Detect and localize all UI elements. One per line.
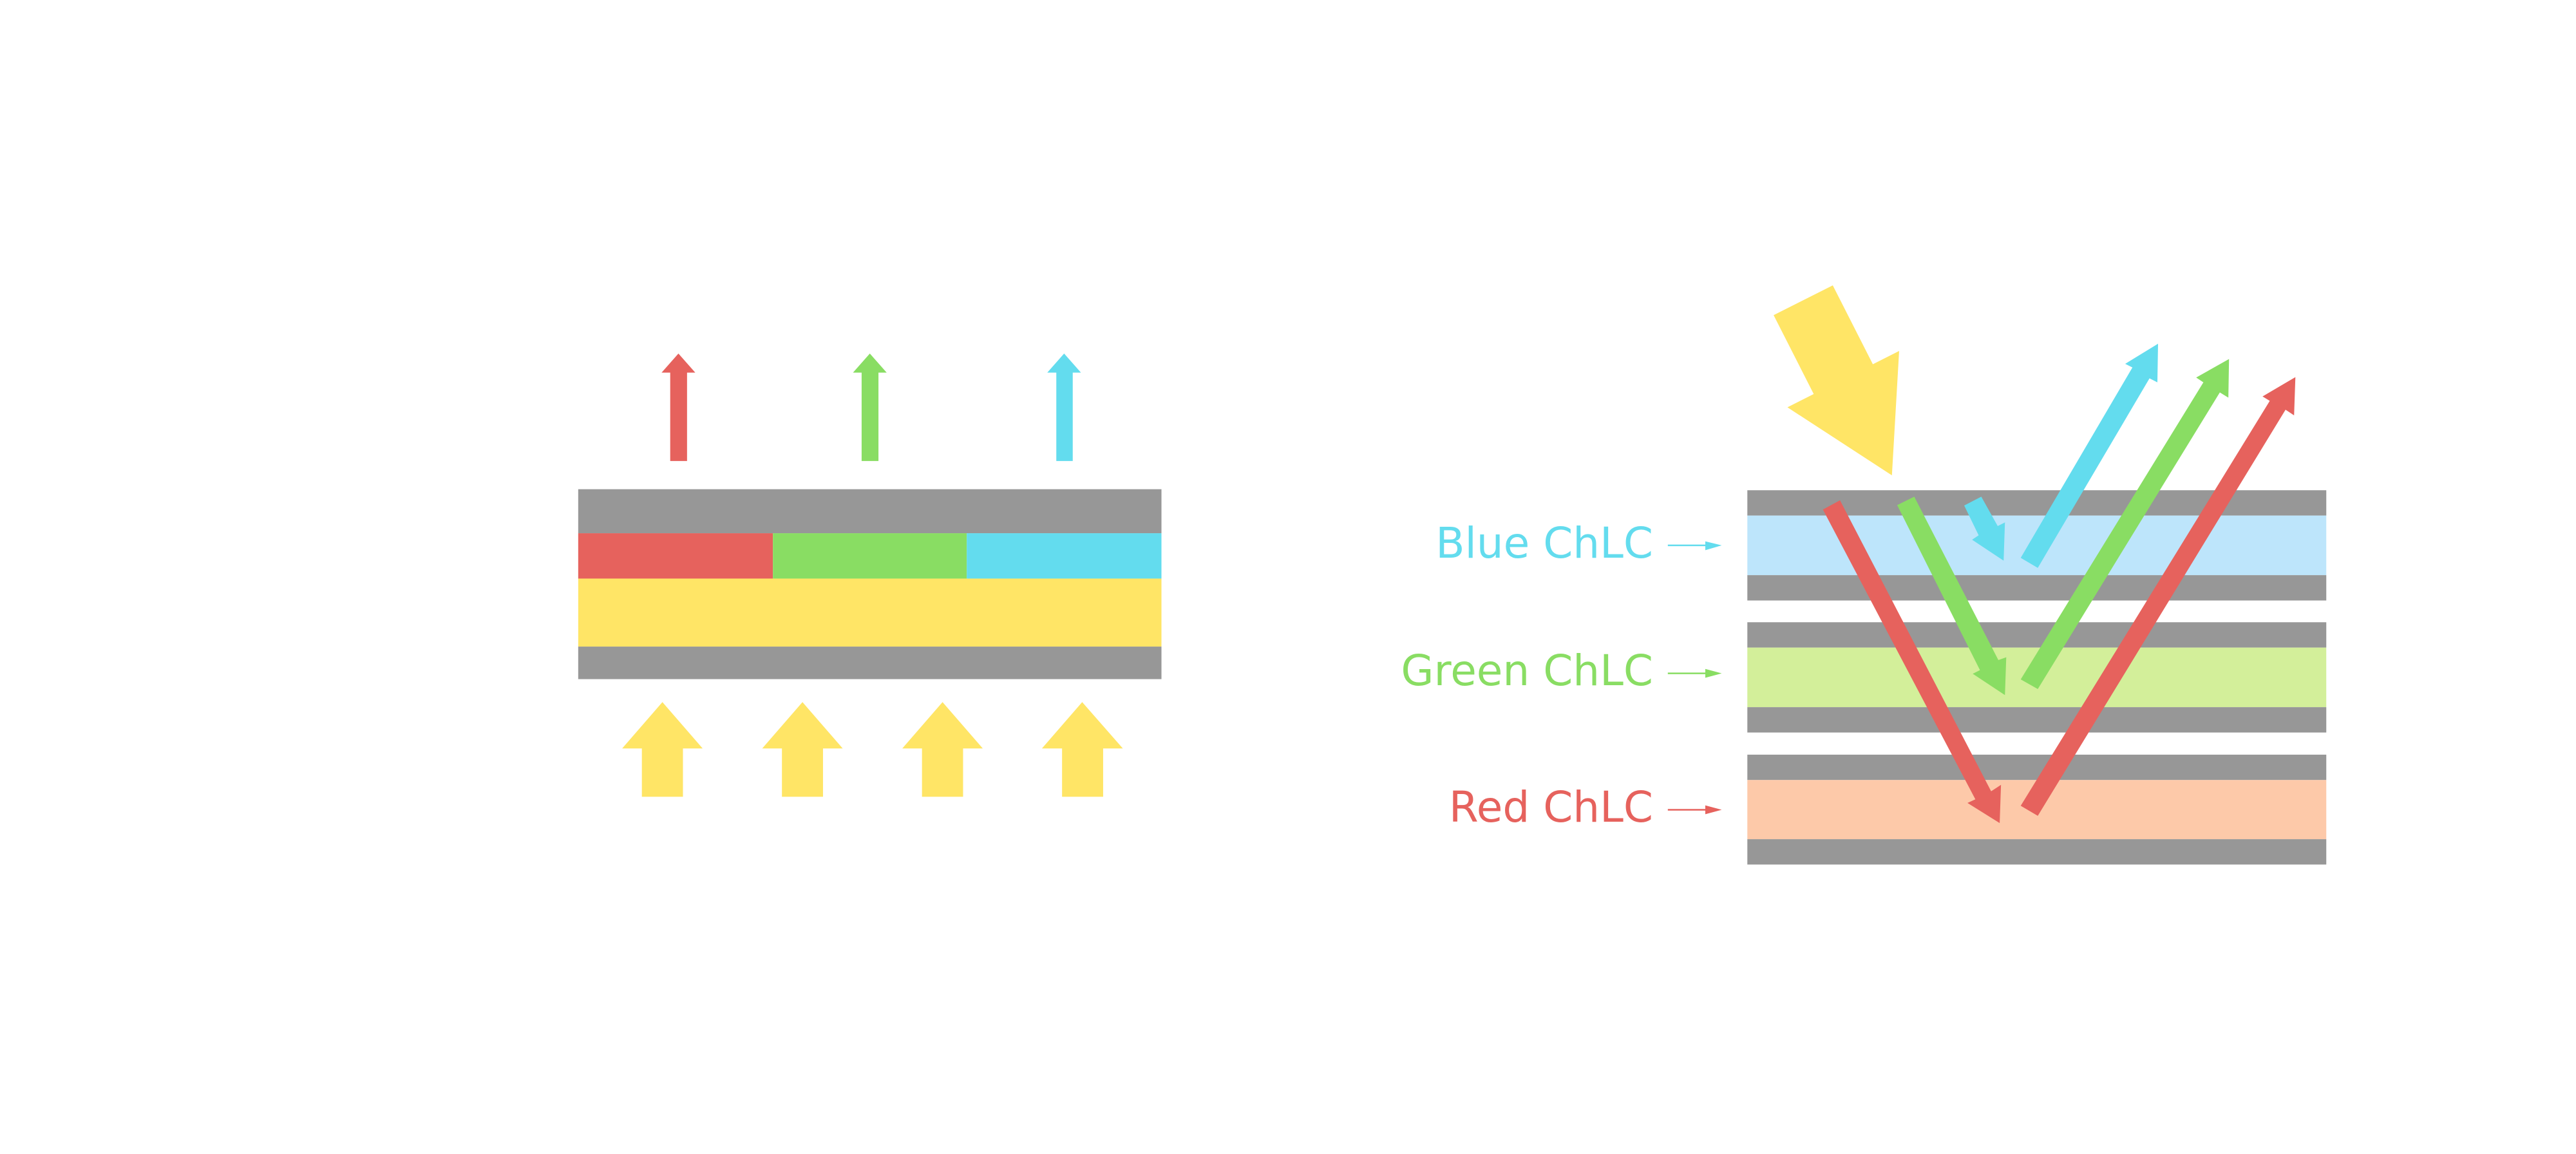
- blue-chlc-label: Blue ChLC: [1435, 518, 1653, 568]
- left-top-gray-layer: [578, 489, 1162, 534]
- cyan-reflected-arrow: [2020, 343, 2159, 568]
- yellow-backlight-arrow-3: [902, 702, 983, 797]
- green-output-arrow: [853, 353, 887, 461]
- label-pointer-red: [1667, 805, 1722, 815]
- left-yellow-layer: [578, 578, 1162, 647]
- red-output-arrow: [661, 353, 696, 461]
- left-red-filter: [578, 533, 773, 579]
- label-pointer-blue: [1667, 541, 1722, 551]
- red-top-gray: [1747, 754, 2327, 780]
- left-cyan-filter: [967, 533, 1162, 579]
- cyan-output-arrow: [1047, 353, 1081, 461]
- label-pointer-green: [1667, 668, 1722, 678]
- green-chlc-label: Green ChLC: [1401, 646, 1653, 695]
- incident-light-arrow: [1774, 285, 1899, 476]
- red-bottom-gray: [1747, 839, 2327, 865]
- green-bottom-gray: [1747, 707, 2327, 733]
- red-chlc-label: Red ChLC: [1449, 782, 1653, 832]
- left-bottom-gray-layer: [578, 647, 1162, 679]
- left-diagram: [578, 353, 1162, 797]
- left-green-filter: [773, 533, 967, 579]
- yellow-backlight-arrow-1: [622, 702, 703, 797]
- green-reflected-arrow: [2020, 359, 2230, 689]
- green-incident-arrow: [1897, 497, 2007, 695]
- cyan-incident-arrow: [1964, 497, 2005, 561]
- right-diagram: [1667, 285, 2327, 865]
- red-reflected-arrow: [2020, 377, 2296, 816]
- red-incident-arrow: [1823, 500, 2002, 824]
- yellow-backlight-arrow-2: [762, 702, 843, 797]
- green-top-gray: [1747, 622, 2327, 648]
- blue-bottom-gray: [1747, 575, 2327, 601]
- yellow-backlight-arrow-4: [1041, 702, 1123, 797]
